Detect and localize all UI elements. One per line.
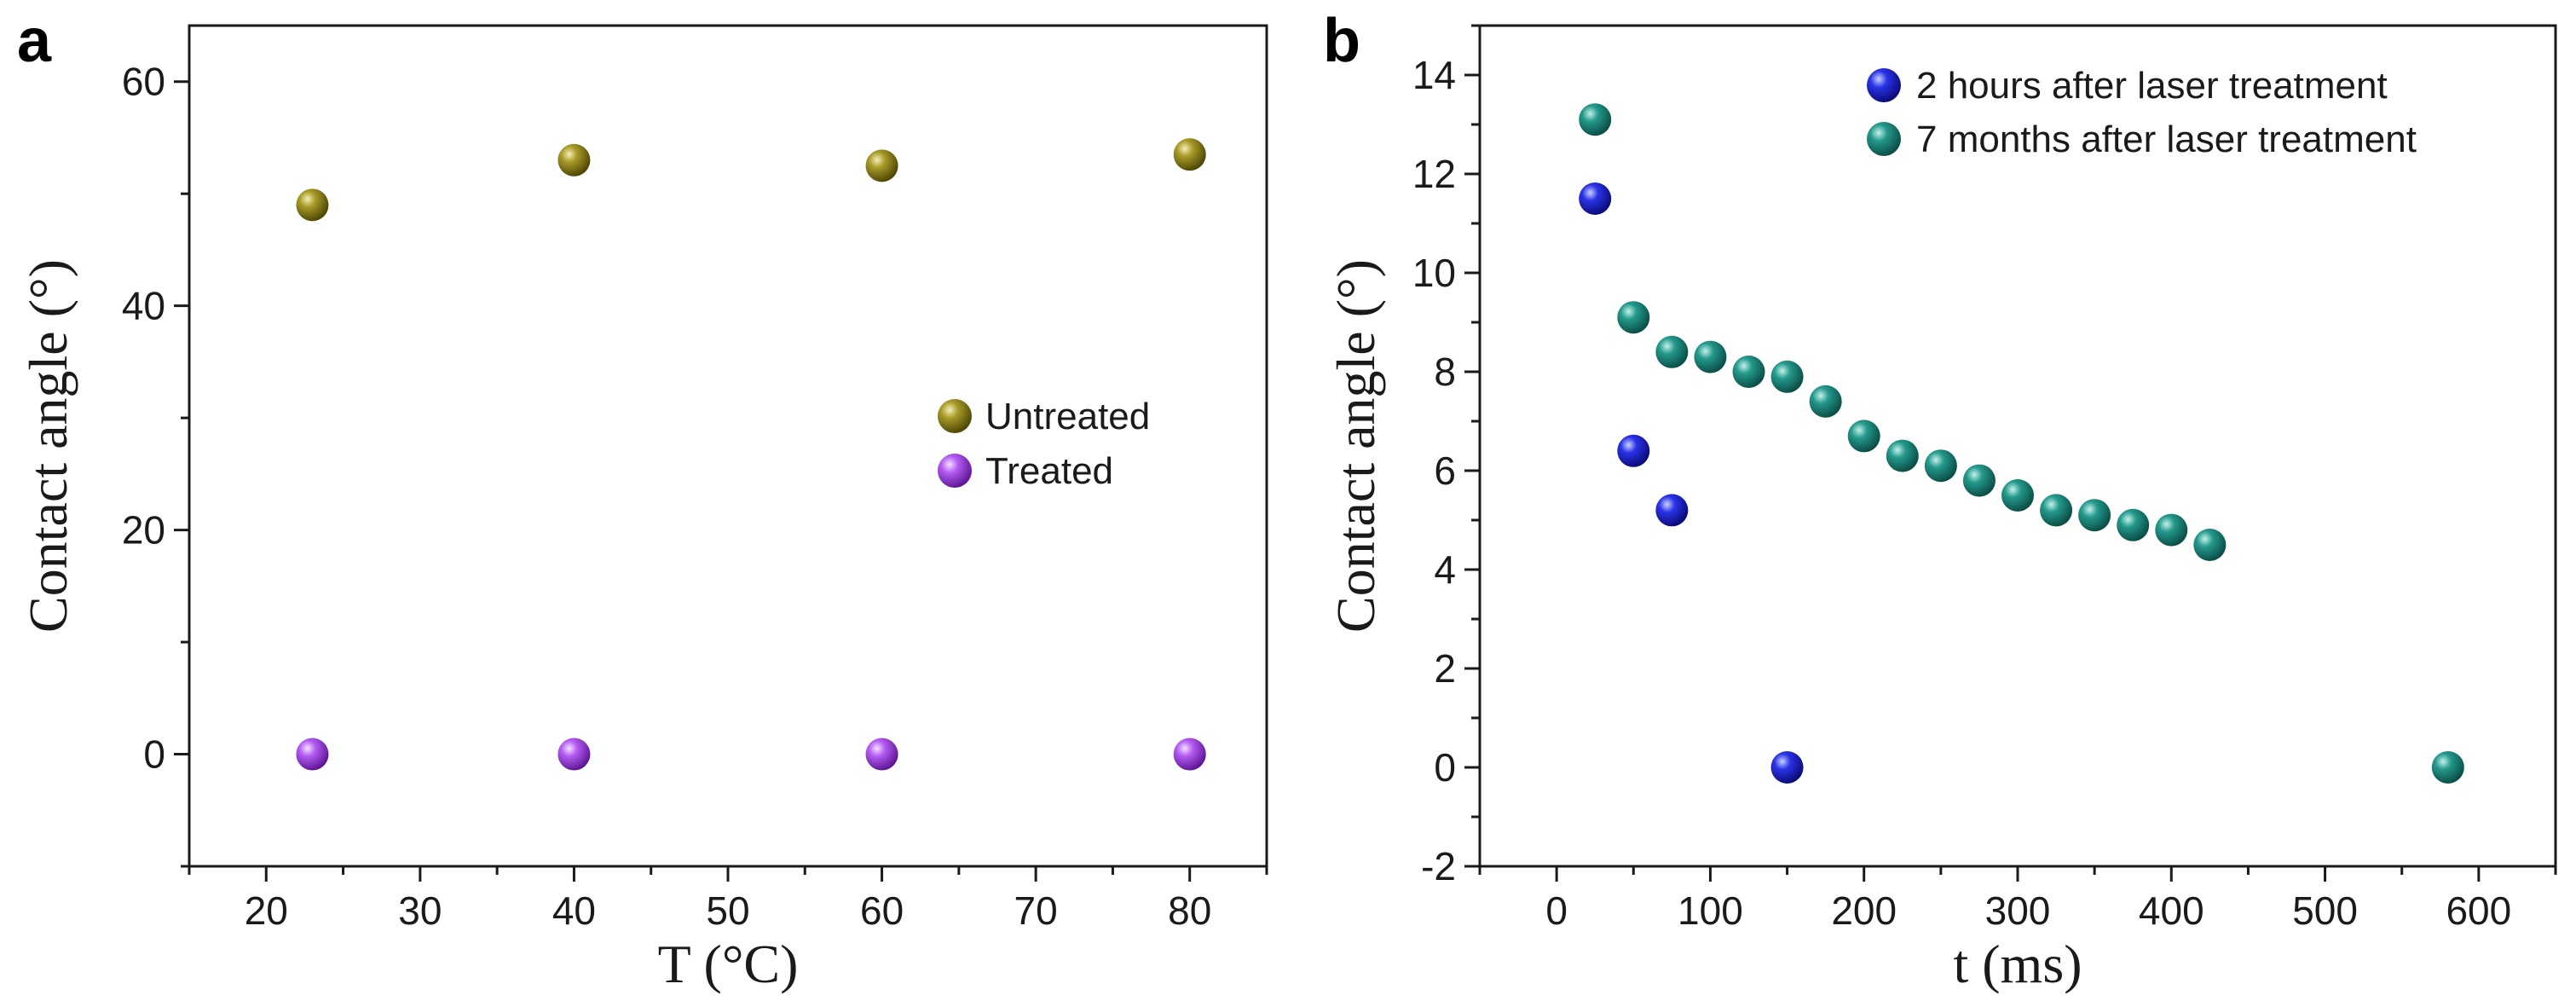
data-point-7-months-after-laser-treatment	[1732, 356, 1765, 388]
data-point-treated	[296, 738, 329, 771]
panel-b-legend: 2 hours after laser treatment 7 months a…	[1867, 65, 2417, 160]
data-point-2-hours-after-laser-treatment	[1770, 751, 1804, 784]
legend-label-untreated: Untreated	[985, 396, 1150, 437]
data-point-7-months-after-laser-treatment	[2155, 513, 2188, 547]
y-tick-label: 12	[1412, 152, 1456, 196]
data-point-2-hours-after-laser-treatment	[1655, 494, 1689, 527]
x-tick-label: 40	[552, 888, 596, 933]
panel-a-frame	[188, 24, 1268, 868]
panel-a-y-axis: 0 20 40 60	[122, 60, 189, 868]
y-tick-label: 8	[1434, 350, 1456, 394]
legend-marker-7-months	[1867, 122, 1901, 156]
x-tick-label: 20	[245, 888, 288, 933]
data-point-treated	[865, 738, 898, 771]
data-point-7-months-after-laser-treatment	[2193, 529, 2227, 561]
x-tick-label: 30	[398, 888, 442, 933]
panel-a-y-axis-title: Contact angle (°)	[18, 259, 78, 633]
legend-label-2-hours: 2 hours after laser treatment	[1916, 65, 2388, 107]
x-tick-label: 0	[1545, 888, 1568, 933]
data-point-7-months-after-laser-treatment	[2040, 494, 2073, 527]
panel-b: b 0 100 200 300 400 500 600 -2 0 2 4 6 8 10 12 14 t (m…	[1323, 7, 2557, 994]
panel-b-x-axis: 0 100 200 300 400 500 600	[1478, 866, 2557, 933]
y-tick-label: -2	[1421, 844, 1456, 888]
x-tick-label: 400	[2139, 888, 2204, 933]
x-tick-label: 500	[2292, 888, 2358, 933]
y-tick-label: 40	[122, 284, 165, 328]
legend-label-treated: Treated	[985, 450, 1113, 492]
data-point-7-months-after-laser-treatment	[1886, 439, 1919, 472]
y-tick-label: 10	[1412, 251, 1456, 295]
legend-label-7-months: 7 months after laser treatment	[1916, 119, 2417, 160]
y-tick-label: 0	[1434, 745, 1456, 790]
panel-a: a 20 30 40 50 60 70 80 0 20 40 60 T (°C) Contact …	[17, 7, 1268, 994]
y-tick-label: 6	[1434, 448, 1456, 493]
panel-b-data-points	[1579, 103, 2464, 784]
panel-a-data-points	[296, 138, 1206, 771]
data-point-7-months-after-laser-treatment	[1809, 385, 1842, 418]
data-point-untreated	[557, 143, 591, 176]
data-point-untreated	[296, 188, 329, 222]
x-tick-label: 70	[1014, 888, 1058, 933]
panel-a-label: a	[17, 7, 52, 75]
panel-b-x-axis-title: t (ms)	[1953, 934, 2082, 994]
data-point-7-months-after-laser-treatment	[1962, 464, 1996, 497]
y-tick-label: 0	[143, 732, 165, 777]
data-point-7-months-after-laser-treatment	[1694, 340, 1727, 373]
panel-a-legend: Untreated Treated	[938, 396, 1150, 492]
panel-b-y-axis-title: Contact angle (°)	[1326, 259, 1386, 633]
panel-b-y-axis: -2 0 2 4 6 8 10 12 14	[1412, 24, 1480, 888]
data-point-7-months-after-laser-treatment	[2078, 499, 2111, 532]
data-point-7-months-after-laser-treatment	[1847, 419, 1880, 453]
data-point-7-months-after-laser-treatment	[2431, 751, 2464, 784]
legend-marker-treated	[938, 454, 972, 488]
y-tick-label: 2	[1434, 646, 1456, 691]
data-point-7-months-after-laser-treatment	[2001, 479, 2034, 512]
data-point-untreated	[1173, 138, 1206, 171]
legend-marker-2-hours	[1867, 68, 1901, 102]
x-tick-label: 50	[706, 888, 749, 933]
panel-a-x-axis-title: T (°C)	[658, 934, 799, 994]
data-point-treated	[557, 738, 591, 771]
data-point-2-hours-after-laser-treatment	[1579, 182, 1612, 215]
x-tick-label: 100	[1678, 888, 1743, 933]
x-tick-label: 80	[1168, 888, 1211, 933]
x-tick-label: 60	[860, 888, 904, 933]
y-tick-label: 20	[122, 508, 165, 553]
data-point-7-months-after-laser-treatment	[1579, 103, 1612, 136]
x-tick-label: 200	[1831, 888, 1897, 933]
legend-marker-untreated	[938, 399, 972, 433]
y-tick-label: 14	[1412, 53, 1456, 97]
x-tick-label: 600	[2446, 888, 2511, 933]
data-point-7-months-after-laser-treatment	[1924, 449, 1957, 483]
data-point-2-hours-after-laser-treatment	[1617, 434, 1650, 467]
data-point-treated	[1173, 738, 1206, 771]
x-tick-label: 300	[1985, 888, 2051, 933]
data-point-untreated	[865, 149, 898, 182]
panel-b-label: b	[1323, 7, 1360, 75]
y-tick-label: 4	[1434, 547, 1456, 592]
data-point-7-months-after-laser-treatment	[1617, 301, 1650, 334]
data-point-7-months-after-laser-treatment	[2117, 508, 2150, 541]
data-point-7-months-after-laser-treatment	[1655, 335, 1689, 368]
y-tick-label: 60	[122, 60, 165, 104]
data-point-7-months-after-laser-treatment	[1770, 360, 1804, 393]
panel-a-x-axis: 20 30 40 50 60 70 80	[188, 866, 1268, 933]
